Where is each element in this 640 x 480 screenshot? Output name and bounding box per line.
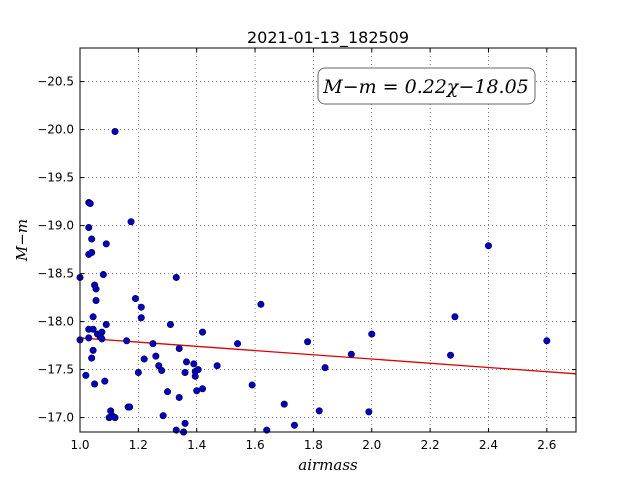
y-tick-label: −19.5: [37, 171, 74, 185]
data-point: [181, 368, 189, 376]
data-point: [92, 285, 100, 293]
data-point: [99, 271, 107, 279]
data-point: [199, 385, 207, 393]
data-point: [280, 400, 288, 408]
data-point: [85, 224, 93, 232]
data-point: [134, 368, 142, 376]
data-point: [131, 295, 139, 303]
data-point: [123, 337, 131, 345]
data-point: [543, 337, 551, 345]
x-axis-ticks: 1.0 1.2 1.4 1.6 1.8 2.0 2.2 2.4 2.6: [70, 48, 556, 452]
data-point: [85, 334, 93, 342]
data-point: [164, 388, 172, 396]
data-point: [91, 380, 99, 388]
data-point: [88, 235, 96, 243]
fit-line: [79, 337, 577, 375]
data-point: [194, 366, 202, 374]
data-point: [149, 340, 157, 348]
data-point: [88, 354, 96, 362]
y-tick-label: −17.0: [37, 411, 74, 425]
x-tick-label: 2.2: [421, 438, 440, 452]
data-point: [111, 128, 119, 136]
data-point: [365, 408, 373, 416]
y-axis-ticks: −17.0 −17.5 −18.0 −18.5 −19.0 −19.5 −20.0 −20.5: [37, 75, 576, 425]
x-tick-label: 1.4: [187, 438, 206, 452]
data-point: [175, 393, 183, 401]
data-point: [137, 314, 145, 322]
data-point: [127, 218, 135, 226]
data-point: [102, 240, 110, 248]
x-tick-label: 1.8: [304, 438, 323, 452]
y-tick-label: −18.5: [37, 267, 74, 281]
data-point: [140, 355, 148, 363]
y-tick-label: −18.0: [37, 315, 74, 329]
data-point: [248, 381, 256, 389]
y-tick-label: −19.0: [37, 219, 74, 233]
data-point: [86, 200, 94, 208]
x-tick-label: 2.0: [362, 438, 381, 452]
x-tick-label: 1.0: [70, 438, 89, 452]
y-tick-label: −17.5: [37, 363, 74, 377]
data-point: [92, 296, 100, 304]
data-point: [89, 346, 97, 354]
data-point: [137, 303, 145, 311]
data-point: [159, 412, 167, 420]
x-tick-label: 1.2: [129, 438, 148, 452]
data-point: [368, 330, 376, 338]
data-point: [101, 377, 109, 385]
data-point: [126, 403, 134, 411]
data-point: [257, 300, 265, 308]
chart-title: 2021-01-13_182509: [247, 28, 409, 48]
data-point: [213, 362, 221, 370]
y-tick-label: −20.0: [37, 123, 74, 137]
data-point: [315, 407, 323, 415]
data-point: [102, 320, 110, 328]
annotation-box: M−m = 0.22χ−18.05: [317, 67, 536, 105]
x-tick-label: 1.6: [246, 438, 265, 452]
data-point: [447, 351, 455, 359]
data-point: [88, 248, 96, 256]
data-point: [451, 313, 459, 321]
data-point: [304, 338, 312, 346]
data-point: [199, 328, 207, 336]
x-axis-label: airmass: [298, 456, 358, 474]
data-point: [175, 344, 183, 352]
fit-equation: M−m = 0.22χ−18.05: [322, 76, 529, 98]
data-point: [158, 367, 166, 375]
scatter-points: [76, 128, 551, 436]
annotation-frame: [317, 67, 536, 105]
data-point: [98, 335, 106, 343]
data-point: [98, 328, 106, 336]
data-point: [166, 320, 174, 328]
data-point: [89, 325, 97, 333]
data-point: [290, 421, 298, 429]
y-axis-label: M−m: [13, 219, 31, 262]
data-point: [181, 419, 189, 427]
data-point: [321, 364, 329, 372]
data-point: [89, 313, 97, 321]
data-point: [190, 360, 198, 368]
data-point: [172, 273, 180, 281]
x-tick-label: 2.4: [479, 438, 498, 452]
data-point: [234, 340, 242, 348]
data-point: [484, 242, 492, 250]
data-point: [193, 387, 201, 395]
fit-line-group: [79, 337, 577, 375]
y-tick-label: −20.5: [37, 75, 74, 89]
plot-frame: [79, 47, 577, 433]
data-point: [152, 352, 160, 360]
data-point: [182, 358, 190, 366]
x-tick-label: 2.6: [537, 438, 556, 452]
data-point: [111, 414, 119, 422]
data-point: [82, 371, 90, 379]
data-point: [347, 350, 355, 358]
